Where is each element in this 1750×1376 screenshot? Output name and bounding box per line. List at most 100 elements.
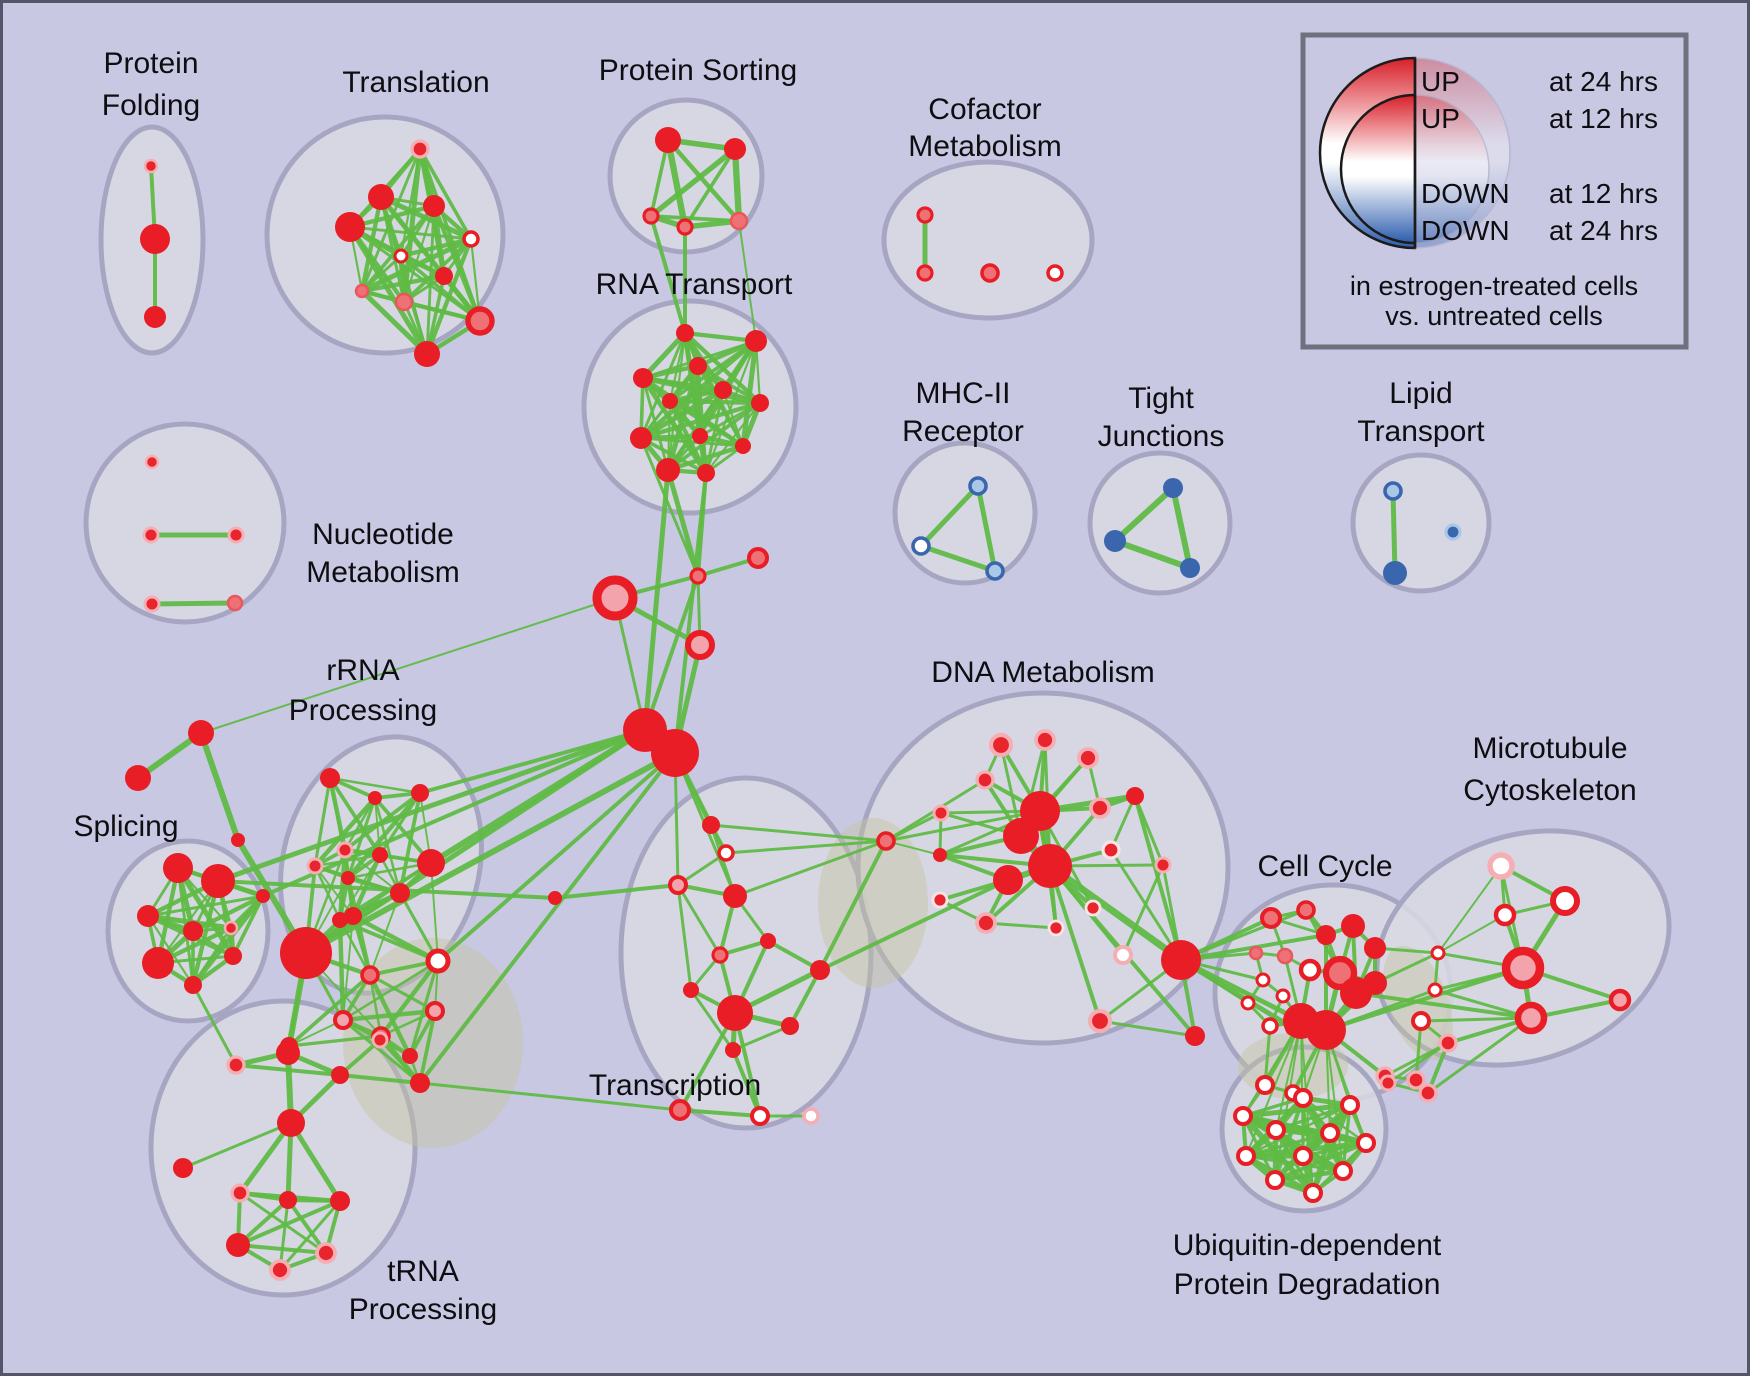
edge-protein_sorting (731, 145, 743, 225)
edge-ubiquitin (1272, 1168, 1346, 1183)
cluster-label-ubiquitin: Protein Degradation (1174, 1268, 1441, 1301)
gene-node-dna-20 (1087, 1008, 1113, 1034)
gene-node-cofactor-2 (980, 263, 1000, 283)
edge-protein_sorting (665, 137, 742, 224)
edge-rna_transport (740, 338, 759, 449)
gene-node-microtubule-7 (1608, 988, 1632, 1012)
gene-node-rrna-17 (425, 1001, 445, 1021)
gene-node-dna-2 (1034, 729, 1056, 751)
edge-ccbridge-cellcycle (1178, 957, 1304, 1024)
edge-splicing (190, 893, 266, 988)
legend-up-12-label: UP (1421, 103, 1460, 134)
gene-node-rna_transport-5 (662, 393, 678, 409)
edge-chain-hub (613, 596, 647, 732)
gene-node-transcription-6 (683, 982, 699, 998)
edge-hub-rrna (436, 751, 677, 963)
gene-node-protein_sorting-0 (655, 127, 681, 153)
edge-trna (181, 1121, 293, 1170)
cluster-label-splicing: Splicing (73, 810, 178, 843)
edge-rna_transport (682, 330, 759, 344)
gene-node-dna-4 (975, 770, 995, 790)
gene-node-rna_transport-10 (656, 458, 680, 482)
gene-node-rna_transport-1 (745, 330, 767, 352)
gene-node-ubiquitin-9 (1265, 1170, 1285, 1190)
cluster-ellipse-lipid (1350, 452, 1492, 594)
gene-node-ubiquitin-3 (1266, 1120, 1286, 1140)
cluster-ellipse-tight (1087, 450, 1233, 596)
gene-node-microtubule-3 (1430, 945, 1446, 961)
gene-node-rrna-5 (341, 871, 355, 885)
gene-node-ubiquitin-4 (1320, 1123, 1340, 1143)
gene-node-dna-8 (1126, 787, 1144, 805)
edge-cellcycle-ubiquitin (1275, 1020, 1302, 1131)
gene-node-transcription-0 (702, 816, 720, 834)
edge-transcription (676, 883, 722, 957)
edge-translation (431, 203, 483, 324)
edge-trna (237, 1120, 294, 1196)
gene-node-transcription-3 (723, 884, 747, 908)
edge-transcription-dna (818, 878, 1010, 972)
gene-node-nucleotide-2 (227, 526, 245, 544)
cluster-label-translation: Translation (342, 66, 489, 99)
cluster-label-protein_folding: Protein (103, 47, 198, 80)
gene-node-rna_transport-3 (633, 368, 653, 388)
gene-node-ubiquitin-1 (1340, 1095, 1360, 1115)
gene-node-trna-9 (226, 1233, 250, 1257)
edge-rrna (368, 973, 383, 1038)
gene-node-rna_transport-4 (714, 381, 732, 399)
gene-node-dna-5 (932, 804, 950, 822)
edge-hub-rrna (303, 727, 648, 956)
gene-node-trna-5 (173, 1158, 193, 1178)
gene-node-transcription-9 (781, 1017, 799, 1035)
gene-node-translation-6 (435, 267, 453, 285)
cluster-label-rna_transport: RNA Transport (596, 268, 793, 301)
edge-mhc (975, 483, 998, 574)
gene-node-splicing_tri-1 (125, 765, 151, 791)
edge-dna (1098, 1019, 1197, 1038)
gene-node-cellcycle-14 (1261, 1017, 1279, 1035)
gene-node-trna-7 (279, 1191, 297, 1209)
edge-microtubule (1419, 1016, 1533, 1023)
gene-node-splicing-8 (224, 947, 242, 965)
gene-node-transcription-10 (725, 1042, 741, 1058)
gene-node-tight-2 (1180, 558, 1200, 578)
edge-rna_transport (639, 436, 745, 448)
gene-node-rrna-4 (306, 857, 324, 875)
edge-protein_sorting (683, 147, 737, 229)
edge-rrna (287, 973, 372, 1048)
edge-mhc (918, 483, 981, 549)
gene-node-tight-0 (1163, 478, 1183, 498)
gene-node-dna-21 (1185, 1026, 1205, 1046)
legend-up-12-time: at 12 hrs (1549, 103, 1658, 134)
legend-caption-line2: vs. untreated cells (1385, 301, 1603, 331)
edge-transcription-dna (818, 839, 888, 972)
edge-splicing (231, 894, 265, 958)
edge-microtubule (1433, 988, 1533, 1020)
edge-rrna (368, 973, 437, 1013)
gene-node-translation-1 (368, 184, 394, 210)
gene-node-translation-0 (410, 139, 430, 159)
edge-hub-splicing (261, 728, 647, 898)
gene-node-cellcycle-17 (1306, 1010, 1346, 1050)
edge-microtubule (1437, 865, 1502, 954)
edge-trna-rrna (338, 1073, 422, 1085)
gene-node-splicing-1 (201, 864, 235, 898)
gene-node-rrna-12 (425, 948, 451, 974)
cluster-label-lipid: Transport (1357, 415, 1485, 448)
gene-node-lipid-2 (1444, 523, 1462, 541)
edge-rrna (328, 776, 422, 795)
edge-dna (884, 811, 943, 843)
gene-node-dna-12 (993, 865, 1023, 895)
edge-ubiquitin (1240, 1102, 1353, 1119)
edge-rrna (287, 1034, 383, 1048)
gene-node-rrna-9 (344, 907, 362, 925)
gene-node-chain-2 (592, 575, 638, 621)
gene-node-lipid-1 (1383, 561, 1407, 585)
gene-node-translation-3 (423, 195, 445, 217)
cluster-labels: Protein Folding Translation Protein Sorting… (73, 47, 1636, 1326)
gene-node-rrna-2 (411, 784, 429, 802)
cluster-label-cofactor: Cofactor (928, 93, 1041, 126)
network-figure: Protein Folding Translation Protein Sorting… (73, 32, 1689, 1326)
gene-node-dna-14 (931, 891, 949, 909)
edge-lipid (1390, 488, 1398, 576)
